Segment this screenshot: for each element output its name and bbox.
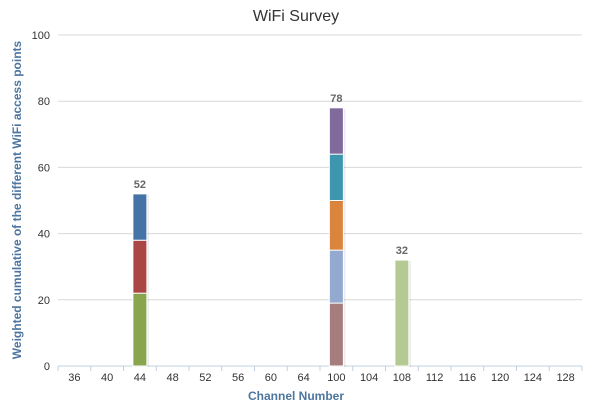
x-tick-label: 120	[491, 372, 509, 384]
bar-segment	[328, 302, 344, 367]
x-tick-label: 128	[556, 372, 574, 384]
x-tick-label: 44	[134, 372, 146, 384]
x-tick-label: 100	[327, 372, 345, 384]
bar-segment	[328, 153, 344, 202]
bars	[132, 107, 411, 367]
chart-title: WiFi Survey	[253, 8, 339, 25]
x-tick-label: 108	[393, 372, 411, 384]
x-tick-label: 36	[68, 372, 80, 384]
y-tick-label: 60	[38, 162, 50, 174]
bar-segment	[132, 292, 148, 367]
total-labels: 52 78 32	[134, 93, 408, 257]
x-tick-label: 64	[298, 372, 310, 384]
y-tick-label: 20	[38, 295, 50, 307]
y-tick-labels: 0 20 40 60 80 100	[32, 30, 50, 373]
bar-segment	[394, 259, 410, 367]
y-tick-label: 100	[32, 30, 50, 42]
x-tick-label: 56	[232, 372, 244, 384]
y-tick-label: 80	[38, 96, 50, 108]
x-tick-labels: 36 40 44 48 52 56 60 64 100 104 108 112 116 120 124 128	[57, 366, 583, 384]
bar-segment	[328, 200, 344, 251]
x-axis-title: Channel Number	[248, 389, 344, 403]
y-tick-label: 40	[38, 229, 50, 241]
total-label: 78	[330, 93, 342, 105]
bar-segment	[328, 107, 344, 155]
y-tick-label: 0	[44, 361, 50, 373]
x-tick-label: 52	[199, 372, 211, 384]
x-tick-label: 104	[360, 372, 378, 384]
x-tick-label: 60	[265, 372, 277, 384]
bar-segment	[132, 193, 148, 241]
y-axis-title: Weighted cumulative of the different WiF…	[10, 40, 24, 359]
x-tick-label: 116	[459, 372, 477, 384]
x-tick-label: 48	[167, 372, 179, 384]
x-tick-label: 40	[101, 372, 113, 384]
x-tick-label: 112	[426, 372, 444, 384]
x-tick-label: 124	[524, 372, 542, 384]
bar-segment	[328, 249, 344, 304]
total-label: 52	[134, 179, 146, 191]
bar-segment	[132, 239, 148, 294]
total-label: 32	[396, 245, 408, 257]
